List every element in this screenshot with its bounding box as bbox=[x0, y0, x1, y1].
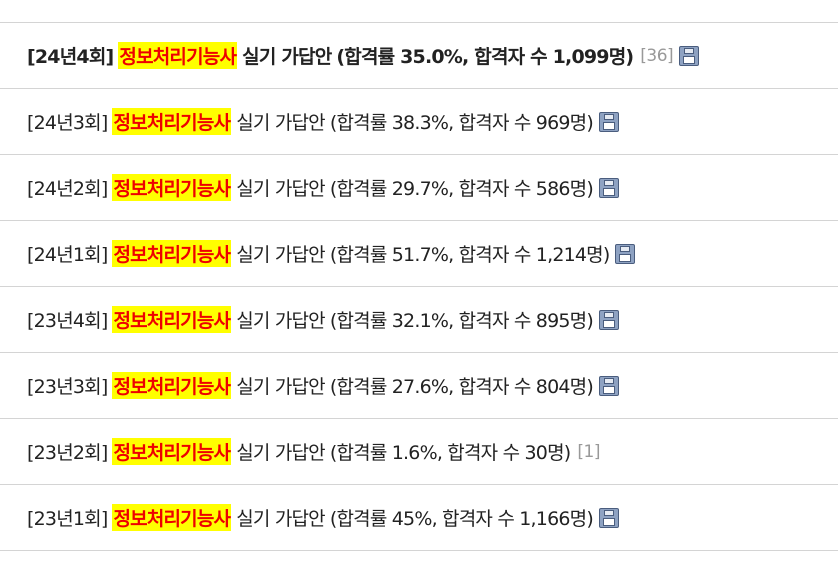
highlighted-keyword: 정보처리기능사 bbox=[112, 504, 232, 531]
comment-count[interactable]: [1] bbox=[577, 441, 600, 462]
floppy-disk-icon[interactable] bbox=[598, 111, 619, 132]
floppy-disk-icon[interactable] bbox=[598, 177, 619, 198]
post-title-text: 실기 가답안 bbox=[236, 376, 325, 398]
post-round: [23년2회] bbox=[27, 442, 108, 464]
post-round: [23년3회] bbox=[27, 376, 108, 398]
post-title-link[interactable]: [23년3회] 정보처리기능사 실기 가답안 (합격률 27.6%, 합격자 수 80… bbox=[27, 372, 594, 399]
list-item: [23년2회] 정보처리기능사 실기 가답안 (합격률 1.6%, 합격자 수 30명… bbox=[0, 419, 838, 485]
post-round: [24년3회] bbox=[27, 112, 108, 134]
floppy-label bbox=[602, 517, 615, 526]
floppy-shutter bbox=[603, 377, 614, 384]
highlighted-keyword: 정보처리기능사 bbox=[112, 306, 232, 333]
floppy-disk-icon[interactable] bbox=[598, 375, 619, 396]
floppy-disk-icon[interactable] bbox=[598, 507, 619, 528]
list-item: [24년1회] 정보처리기능사 실기 가답안 (합격률 51.7%, 합격자 수 1,… bbox=[0, 221, 838, 287]
floppy-shutter bbox=[603, 179, 614, 186]
list-item: [24년4회] 정보처리기능사 실기 가답안 (합격률 35.0%, 합격자 수 1,… bbox=[0, 23, 838, 89]
floppy-shutter bbox=[684, 47, 695, 54]
floppy-label bbox=[602, 319, 615, 328]
floppy-label bbox=[602, 121, 615, 130]
post-round: [24년1회] bbox=[27, 244, 108, 266]
list-item: [24년2회] 정보처리기능사 실기 가답안 (합격률 29.7%, 합격자 수 58… bbox=[0, 155, 838, 221]
pass-rate-stats: (합격률 35.0%, 합격자 수 1,099명) bbox=[336, 46, 634, 68]
post-round: [24년4회] bbox=[27, 46, 114, 68]
highlighted-keyword: 정보처리기능사 bbox=[112, 438, 232, 465]
highlighted-keyword: 정보처리기능사 bbox=[112, 174, 232, 201]
floppy-disk-icon[interactable] bbox=[615, 243, 636, 264]
floppy-shutter bbox=[603, 311, 614, 318]
post-title-text: 실기 가답안 bbox=[236, 112, 325, 134]
post-round: [24년2회] bbox=[27, 178, 108, 200]
post-title-link[interactable]: [23년1회] 정보처리기능사 실기 가답안 (합격률 45%, 합격자 수 1,16… bbox=[27, 504, 594, 531]
post-title-text: 실기 가답안 bbox=[236, 508, 325, 530]
post-title-text: 실기 가답안 bbox=[236, 310, 325, 332]
floppy-shutter bbox=[603, 113, 614, 120]
floppy-label bbox=[602, 187, 615, 196]
post-title-link[interactable]: [24년2회] 정보처리기능사 실기 가답안 (합격률 29.7%, 합격자 수 58… bbox=[27, 174, 594, 201]
post-title-link[interactable]: [24년3회] 정보처리기능사 실기 가답안 (합격률 38.3%, 합격자 수 96… bbox=[27, 108, 594, 135]
floppy-label bbox=[602, 385, 615, 394]
floppy-label bbox=[619, 253, 632, 262]
floppy-shutter bbox=[603, 509, 614, 516]
post-title-link[interactable]: [23년4회] 정보처리기능사 실기 가답안 (합격률 32.1%, 합격자 수 89… bbox=[27, 306, 594, 333]
highlighted-keyword: 정보처리기능사 bbox=[112, 240, 232, 267]
pass-rate-stats: (합격률 51.7%, 합격자 수 1,214명) bbox=[329, 244, 610, 266]
highlighted-keyword: 정보처리기능사 bbox=[112, 372, 232, 399]
post-title-link[interactable]: [23년2회] 정보처리기능사 실기 가답안 (합격률 1.6%, 합격자 수 30명… bbox=[27, 438, 571, 465]
post-title-link[interactable]: [24년4회] 정보처리기능사 실기 가답안 (합격률 35.0%, 합격자 수 1,… bbox=[27, 42, 634, 69]
floppy-shutter bbox=[620, 245, 631, 252]
post-title-text: 실기 가답안 bbox=[236, 442, 325, 464]
list-item: [23년4회] 정보처리기능사 실기 가답안 (합격률 32.1%, 합격자 수 89… bbox=[0, 287, 838, 353]
floppy-disk-icon[interactable] bbox=[598, 309, 619, 330]
list-item: [23년1회] 정보처리기능사 실기 가답안 (합격률 45%, 합격자 수 1,16… bbox=[0, 485, 838, 551]
pass-rate-stats: (합격률 1.6%, 합격자 수 30명) bbox=[329, 442, 571, 464]
list-item: [23년3회] 정보처리기능사 실기 가답안 (합격률 27.6%, 합격자 수 80… bbox=[0, 353, 838, 419]
highlighted-keyword: 정보처리기능사 bbox=[112, 108, 232, 135]
pass-rate-stats: (합격률 32.1%, 합격자 수 895명) bbox=[329, 310, 594, 332]
post-round: [23년1회] bbox=[27, 508, 108, 530]
comment-count[interactable]: [36] bbox=[640, 45, 674, 66]
pass-rate-stats: (합격률 29.7%, 합격자 수 586명) bbox=[329, 178, 594, 200]
highlighted-keyword: 정보처리기능사 bbox=[118, 42, 238, 69]
post-title-text: 실기 가답안 bbox=[242, 46, 332, 68]
floppy-label bbox=[683, 55, 696, 64]
post-title-text: 실기 가답안 bbox=[236, 178, 325, 200]
list-item: [24년3회] 정보처리기능사 실기 가답안 (합격률 38.3%, 합격자 수 96… bbox=[0, 89, 838, 155]
floppy-disk-icon[interactable] bbox=[679, 45, 700, 66]
list-top-divider bbox=[0, 22, 838, 23]
post-title-text: 실기 가답안 bbox=[236, 244, 325, 266]
pass-rate-stats: (합격률 45%, 합격자 수 1,166명) bbox=[329, 508, 594, 530]
pass-rate-stats: (합격률 27.6%, 합격자 수 804명) bbox=[329, 376, 594, 398]
post-title-link[interactable]: [24년1회] 정보처리기능사 실기 가답안 (합격률 51.7%, 합격자 수 1,… bbox=[27, 240, 610, 267]
pass-rate-stats: (합격률 38.3%, 합격자 수 969명) bbox=[329, 112, 594, 134]
post-round: [23년4회] bbox=[27, 310, 108, 332]
